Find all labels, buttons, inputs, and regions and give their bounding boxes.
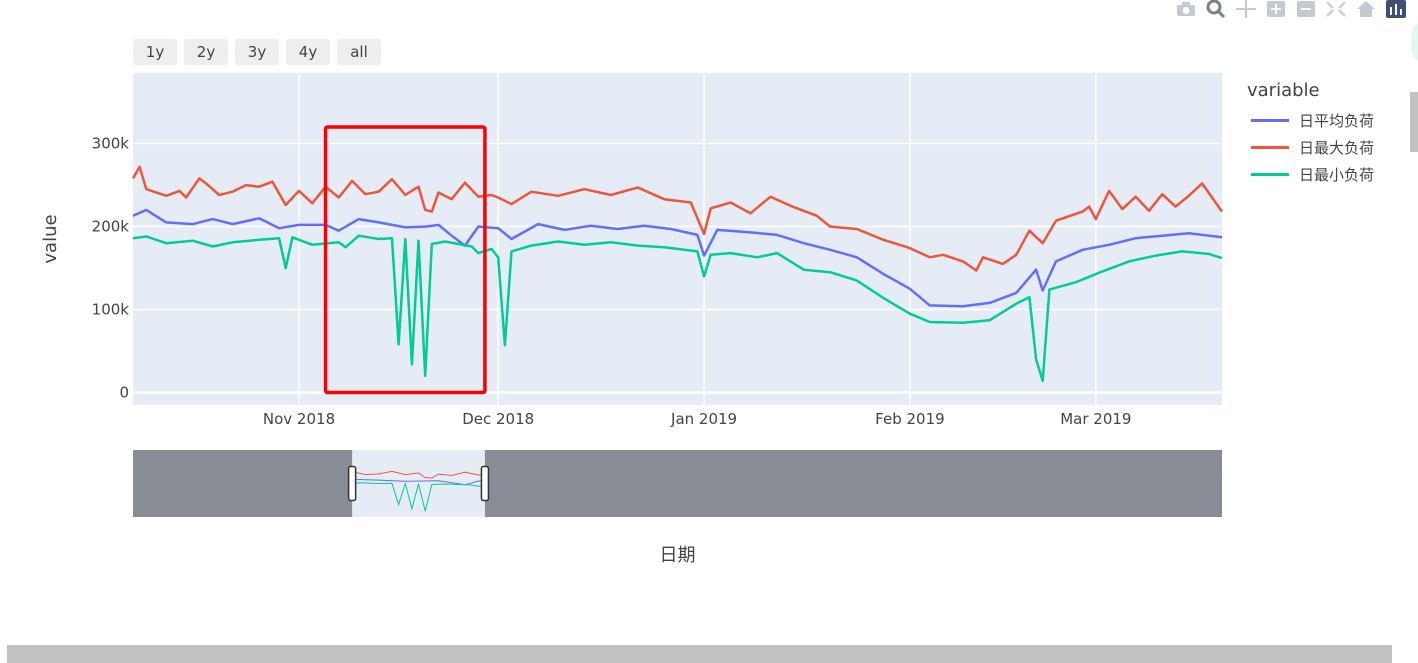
plot-area[interactable] <box>133 73 1222 405</box>
corner-overlay-bubble <box>1411 24 1418 60</box>
range-button-4y[interactable]: 4y <box>286 39 330 65</box>
legend: variable 日平均负荷 日最大负荷 日最小负荷 <box>1247 80 1374 188</box>
home-icon[interactable] <box>1354 0 1378 18</box>
legend-item-max[interactable]: 日最大负荷 <box>1247 134 1374 161</box>
modebar <box>1174 0 1408 18</box>
range-slider-mask-right[interactable] <box>484 450 1222 517</box>
series-line-3[interactable] <box>132 234 1223 383</box>
range-slider-handle-left[interactable] <box>347 465 357 502</box>
y-tick-label: 100k <box>92 301 130 319</box>
legend-label-min: 日最小负荷 <box>1299 166 1375 184</box>
range-button-3y[interactable]: 3y <box>235 39 279 65</box>
legend-swatch-min <box>1251 173 1289 176</box>
y-tick-label: 0 <box>119 384 129 402</box>
y-tick-label: 200k <box>92 218 130 236</box>
vertical-scrollbar[interactable] <box>1410 92 1418 152</box>
horizontal-scrollbar[interactable] <box>7 645 1392 663</box>
range-button-all[interactable]: all <box>337 39 381 65</box>
x-tick-label: Dec 2018 <box>462 410 534 428</box>
legend-swatch-avg <box>1251 119 1289 122</box>
legend-item-min[interactable]: 日最小负荷 <box>1247 161 1374 188</box>
range-selector: 1y 2y 3y 4y all <box>133 39 381 65</box>
zoom-in-icon[interactable] <box>1264 0 1288 18</box>
x-tick-label: Mar 2019 <box>1060 410 1131 428</box>
legend-title: variable <box>1247 80 1320 101</box>
legend-label-max: 日最大负荷 <box>1299 139 1375 157</box>
y-tick-label: 300k <box>92 135 130 153</box>
x-tick-label: Nov 2018 <box>263 410 335 428</box>
pan-icon[interactable] <box>1234 0 1258 18</box>
legend-item-avg[interactable]: 日平均负荷 <box>1247 107 1374 134</box>
range-slider-mask-left[interactable] <box>133 450 353 517</box>
range-button-1y[interactable]: 1y <box>133 39 177 65</box>
series-line-1[interactable] <box>132 208 1223 308</box>
y-axis-title: value <box>40 214 61 263</box>
x-axis-title: 日期 <box>660 545 696 566</box>
zoom-icon[interactable] <box>1204 0 1228 18</box>
plotly-logo-icon[interactable] <box>1384 0 1408 18</box>
x-tick-label: Jan 2019 <box>670 410 737 428</box>
range-slider-handle-right[interactable] <box>480 465 490 502</box>
series-line-2[interactable] <box>131 165 1224 272</box>
range-button-2y[interactable]: 2y <box>184 39 228 65</box>
camera-icon[interactable] <box>1174 0 1198 18</box>
legend-label-avg: 日平均负荷 <box>1299 112 1375 130</box>
zoom-out-icon[interactable] <box>1294 0 1318 18</box>
autoscale-icon[interactable] <box>1324 0 1348 18</box>
annotation-highlight-box <box>323 125 487 395</box>
x-tick-label: Feb 2019 <box>875 410 945 428</box>
legend-swatch-max <box>1251 146 1289 149</box>
